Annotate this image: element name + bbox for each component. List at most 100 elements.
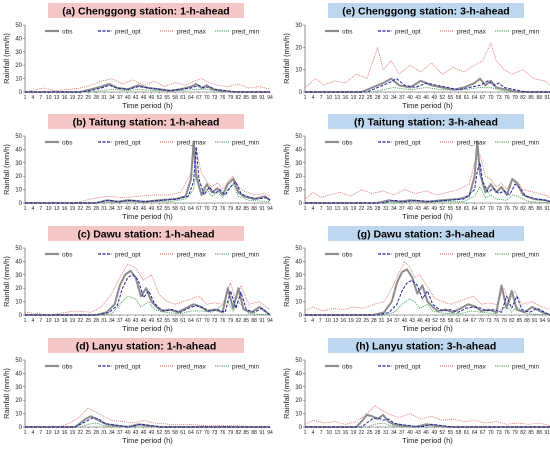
y-tick-label: 30 xyxy=(295,161,302,167)
series-line-pred_min xyxy=(305,298,550,316)
legend-label-pred_max: pred_max xyxy=(457,139,487,146)
y-tick-label: 40 xyxy=(295,147,302,153)
x-tick-label: 22 xyxy=(78,318,84,324)
y-tick-label: 30 xyxy=(15,50,22,56)
x-tick-label: 58 xyxy=(456,95,462,101)
panel-title-bg xyxy=(48,226,244,241)
x-axis-label: Time period (h) xyxy=(402,212,453,221)
series-line-pred_min xyxy=(305,87,550,93)
x-tick-label: 67 xyxy=(480,206,486,212)
y-tick-label: 50 xyxy=(15,246,22,252)
x-tick-label: 79 xyxy=(228,206,234,212)
x-tick-label: 61 xyxy=(180,95,186,101)
x-tick-label: 31 xyxy=(383,430,389,436)
panel-title: (e) Chenggong station: 3-h-ahead xyxy=(342,6,509,18)
x-tick-label: 22 xyxy=(78,206,84,212)
x-tick-label: 28 xyxy=(93,430,99,436)
x-tick-label: 91 xyxy=(259,318,265,324)
x-tick-label: 88 xyxy=(536,95,542,101)
y-axis-label: Rainfall (mm/h) xyxy=(282,33,291,84)
x-tick-label: 28 xyxy=(93,206,99,212)
series-line-pred_opt xyxy=(305,78,550,93)
x-tick-label: 52 xyxy=(157,95,163,101)
x-tick-label: 25 xyxy=(363,318,369,324)
y-tick-label: 20 xyxy=(15,63,22,69)
x-tick-label: 40 xyxy=(125,95,131,101)
y-axis-label: Rainfall (mm/h) xyxy=(2,144,11,195)
x-tick-label: 91 xyxy=(259,95,265,101)
series-line-obs xyxy=(305,77,550,93)
x-tick-label: 82 xyxy=(236,95,242,101)
x-tick-label: 37 xyxy=(399,95,405,101)
y-tick-label: 40 xyxy=(15,147,22,153)
x-tick-label: 67 xyxy=(196,318,202,324)
y-tick-label: 50 xyxy=(295,246,302,252)
x-tick-label: 91 xyxy=(532,318,538,324)
x-tick-label: 82 xyxy=(509,318,515,324)
x-tick-label: 19 xyxy=(351,95,357,101)
x-tick-label: 52 xyxy=(157,430,163,436)
x-tick-label: 19 xyxy=(351,206,357,212)
legend-label-pred_opt: pred_opt xyxy=(115,139,141,146)
x-tick-label: 13 xyxy=(333,318,339,324)
x-tick-label: 10 xyxy=(326,95,332,101)
x-tick-label: 43 xyxy=(415,95,421,101)
legend-label-pred_max: pred_max xyxy=(177,251,207,258)
legend-label-pred_opt: pred_opt xyxy=(395,363,421,370)
x-tick-label: 1 xyxy=(24,318,27,324)
y-tick-label: 30 xyxy=(15,273,22,279)
x-tick-label: 76 xyxy=(220,206,226,212)
x-tick-label: 88 xyxy=(251,206,257,212)
legend-label-pred_max: pred_max xyxy=(177,363,207,370)
x-axis-label: Time period (h) xyxy=(402,101,453,110)
x-tick-label: 10 xyxy=(46,206,52,212)
x-tick-label: 28 xyxy=(371,318,377,324)
x-tick-label: 40 xyxy=(407,95,413,101)
x-tick-label: 64 xyxy=(188,95,194,101)
x-tick-label: 76 xyxy=(220,95,226,101)
y-tick-label: 10 xyxy=(15,300,22,306)
x-tick-label: 52 xyxy=(432,318,438,324)
legend-label-pred_opt: pred_opt xyxy=(115,363,141,370)
y-tick-label: 0 xyxy=(299,201,303,207)
x-tick-label: 64 xyxy=(463,318,469,324)
y-tick-label: 40 xyxy=(15,371,22,377)
x-tick-label: 22 xyxy=(78,95,84,101)
x-tick-label: 64 xyxy=(472,206,478,212)
x-tick-label: 79 xyxy=(228,430,234,436)
series-line-pred_opt xyxy=(25,274,271,316)
y-tick-label: 40 xyxy=(15,36,22,42)
x-tick-label: 28 xyxy=(375,206,381,212)
x-tick-label: 55 xyxy=(164,318,170,324)
series-line-pred_max xyxy=(24,78,271,93)
panel-title-bg xyxy=(328,226,524,241)
x-tick-label: 82 xyxy=(236,318,242,324)
x-tick-label: 88 xyxy=(251,318,257,324)
legend-label-pred_min: pred_min xyxy=(512,28,539,35)
x-tick-label: 58 xyxy=(172,430,178,436)
x-tick-label: 49 xyxy=(149,95,155,101)
y-tick-label: 0 xyxy=(299,90,303,96)
x-tick-label: 58 xyxy=(456,206,462,212)
x-tick-label: 16 xyxy=(341,318,347,324)
x-tick-label: 25 xyxy=(85,206,91,212)
x-tick-label: 34 xyxy=(391,206,397,212)
x-tick-label: 19 xyxy=(70,318,76,324)
x-tick-label: 94 xyxy=(540,318,546,324)
x-tick-label: 34 xyxy=(109,206,115,212)
panel-title: (d) Lanyu station: 1-h-ahead xyxy=(76,341,217,353)
x-tick-label: 64 xyxy=(472,95,478,101)
x-tick-label: 82 xyxy=(520,206,526,212)
x-tick-label: 25 xyxy=(367,95,373,101)
x-tick-label: 64 xyxy=(472,430,478,436)
x-tick-label: 7 xyxy=(320,430,323,436)
panel-h: (h) Lanyu station: 3-h-ahead 0 10 20 30 40 50 1… xyxy=(282,338,550,445)
y-axis-label: Rainfall (mm/h) xyxy=(282,144,291,195)
panel-title-bg xyxy=(328,3,524,18)
x-tick-label: 13 xyxy=(54,430,60,436)
x-tick-label: 40 xyxy=(125,206,131,212)
x-tick-label: 79 xyxy=(228,318,234,324)
